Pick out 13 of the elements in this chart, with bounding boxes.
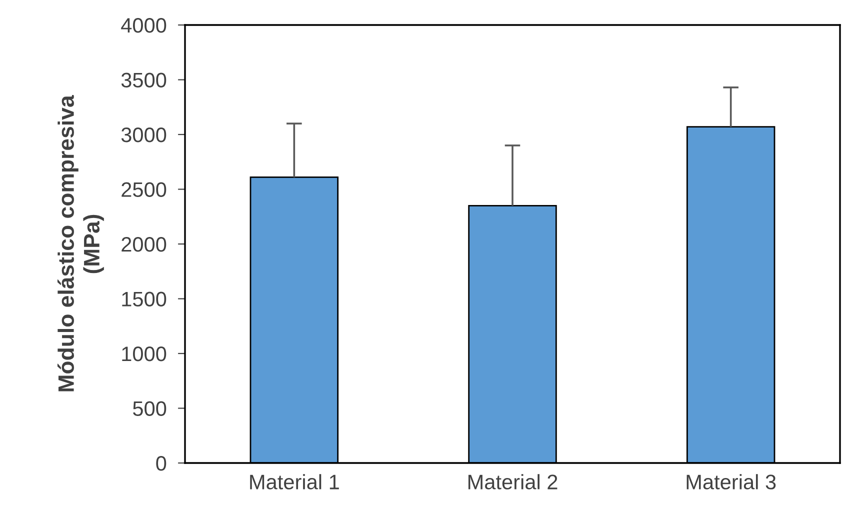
y-tick-label: 3000 bbox=[121, 128, 166, 142]
x-tick-label: Material 2 bbox=[468, 474, 558, 490]
y-tick-label: 1500 bbox=[122, 292, 166, 307]
x-tick-label: Material 3 bbox=[686, 474, 776, 490]
y-tick-label: 3500 bbox=[121, 72, 166, 88]
y-tick-label: 500 bbox=[133, 401, 166, 416]
y-axis-title: Módulo elástico compresiva (MPa) bbox=[57, 95, 104, 392]
y-tick-label: 4000 bbox=[121, 18, 166, 33]
y-tick-label: 1000 bbox=[122, 346, 166, 362]
x-tick-label: Material 1 bbox=[250, 474, 339, 490]
y-tick-label: 2000 bbox=[122, 237, 166, 252]
y-tick-label: 2500 bbox=[122, 182, 166, 198]
y-tick-label: 0 bbox=[156, 456, 166, 471]
